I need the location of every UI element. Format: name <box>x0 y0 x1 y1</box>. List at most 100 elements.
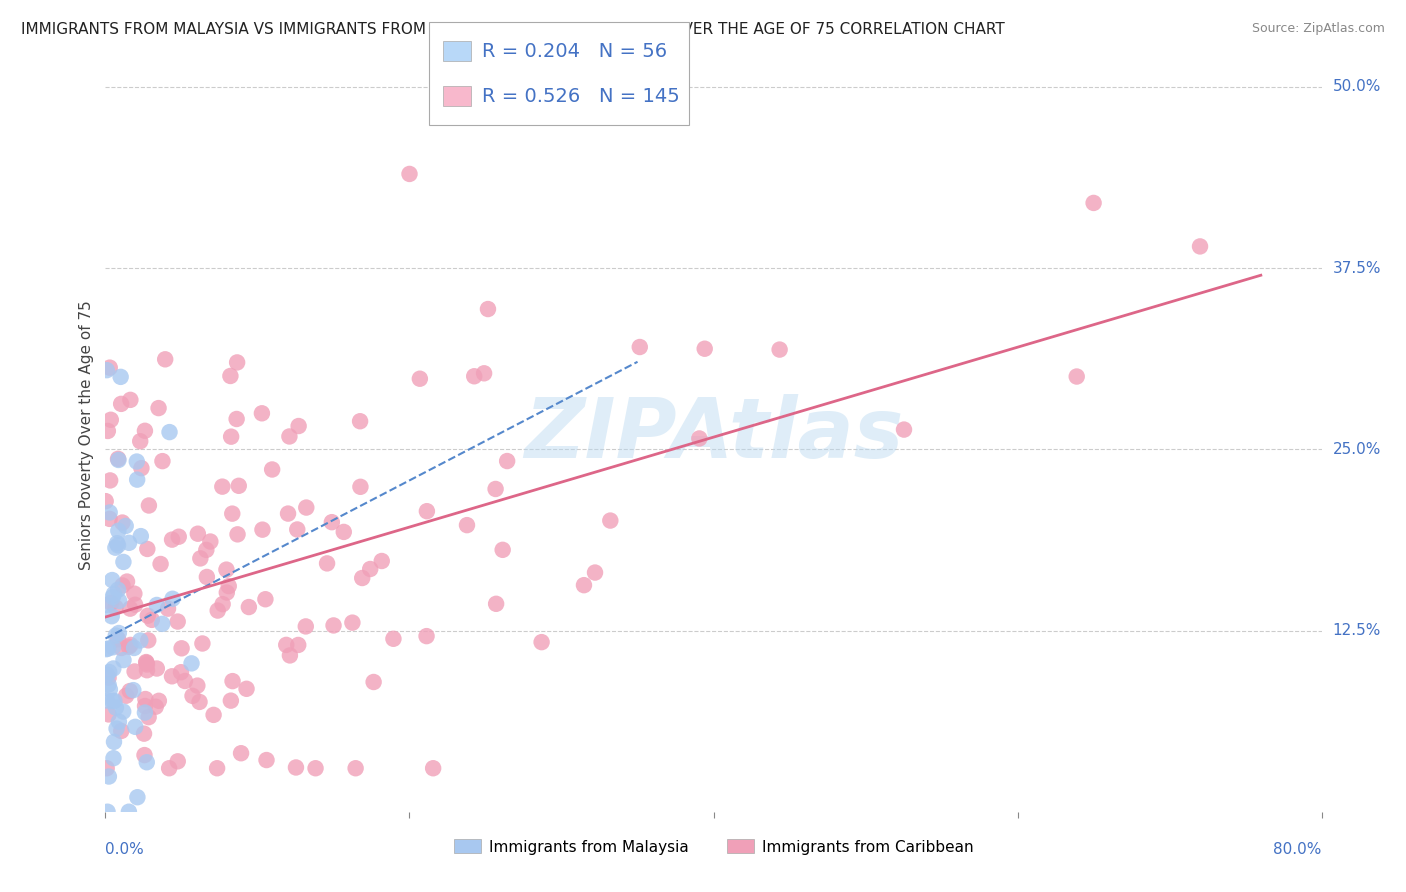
Point <box>235 681 257 696</box>
Point <box>97 641 120 656</box>
Point <box>96 667 118 681</box>
Point <box>107 538 129 552</box>
Point <box>422 761 444 775</box>
Point <box>344 761 367 775</box>
Text: R = 0.204   N = 56: R = 0.204 N = 56 <box>482 42 668 61</box>
Legend: Immigrants from Malaysia, Immigrants from Caribbean: Immigrants from Malaysia, Immigrants fro… <box>447 833 980 861</box>
Point <box>96 693 118 707</box>
Point <box>226 355 249 369</box>
Point <box>103 751 125 765</box>
Point <box>111 516 134 530</box>
Point <box>107 626 129 640</box>
Point <box>96 761 118 775</box>
Point <box>572 578 595 592</box>
Point <box>96 642 118 657</box>
Point <box>170 665 193 680</box>
Point <box>122 683 145 698</box>
Point <box>135 655 157 669</box>
Point <box>250 406 273 420</box>
Point <box>157 761 180 775</box>
Point <box>129 529 152 543</box>
Point <box>200 534 222 549</box>
Point <box>150 616 173 631</box>
Point <box>191 636 214 650</box>
Point <box>363 675 385 690</box>
Point <box>120 392 142 407</box>
Point <box>186 679 208 693</box>
Point <box>215 563 238 577</box>
Point <box>349 414 371 428</box>
Point <box>166 615 188 629</box>
Point <box>456 518 478 533</box>
Point <box>97 707 120 722</box>
Point <box>583 566 606 580</box>
Point <box>252 523 274 537</box>
Point <box>156 601 179 615</box>
Point <box>108 714 131 729</box>
Point <box>141 613 163 627</box>
Text: R = 0.526   N = 145: R = 0.526 N = 145 <box>482 87 681 105</box>
Point <box>96 805 118 819</box>
Point <box>166 755 188 769</box>
Point <box>415 629 437 643</box>
Point <box>100 609 122 624</box>
Text: ZIPAtlas: ZIPAtlas <box>524 394 903 475</box>
Point <box>359 562 381 576</box>
Point <box>135 656 157 670</box>
Point <box>218 579 240 593</box>
Point <box>321 515 343 529</box>
Point <box>98 682 121 697</box>
Point <box>138 499 160 513</box>
Point <box>97 424 120 438</box>
Point <box>485 597 508 611</box>
Point <box>174 673 197 688</box>
Point <box>416 504 439 518</box>
Point <box>477 301 499 316</box>
Point <box>180 657 202 671</box>
Point <box>304 761 326 775</box>
Point <box>107 582 129 597</box>
Point <box>134 698 156 713</box>
Point <box>294 619 316 633</box>
Point <box>97 770 120 784</box>
Point <box>104 541 127 555</box>
Point <box>103 694 125 708</box>
Point <box>101 573 124 587</box>
Point <box>98 506 121 520</box>
Point <box>112 555 135 569</box>
Point <box>278 648 301 663</box>
Point <box>122 640 145 655</box>
Point <box>287 638 309 652</box>
Point <box>277 507 299 521</box>
Point <box>115 574 138 589</box>
Text: 25.0%: 25.0% <box>1333 442 1381 457</box>
Point <box>132 726 155 740</box>
Point <box>112 653 135 667</box>
Point <box>187 526 209 541</box>
Point <box>98 665 121 679</box>
Point <box>316 557 339 571</box>
Point <box>1066 369 1088 384</box>
Point <box>1083 196 1105 211</box>
Text: 50.0%: 50.0% <box>1333 79 1381 95</box>
Point <box>136 657 159 672</box>
Point <box>134 424 156 438</box>
Point <box>195 570 218 584</box>
Text: 0.0%: 0.0% <box>105 842 145 857</box>
Point <box>103 587 125 601</box>
Point <box>124 665 146 679</box>
Point <box>153 352 176 367</box>
Point <box>211 480 233 494</box>
Point <box>342 615 364 630</box>
Point <box>98 512 121 526</box>
Point <box>107 524 129 538</box>
Point <box>131 461 153 475</box>
Point <box>160 533 183 547</box>
Point <box>484 482 506 496</box>
Point <box>104 629 127 643</box>
Point <box>181 689 204 703</box>
Point <box>110 397 132 411</box>
Point <box>170 641 193 656</box>
Point <box>228 479 250 493</box>
Point <box>284 760 307 774</box>
